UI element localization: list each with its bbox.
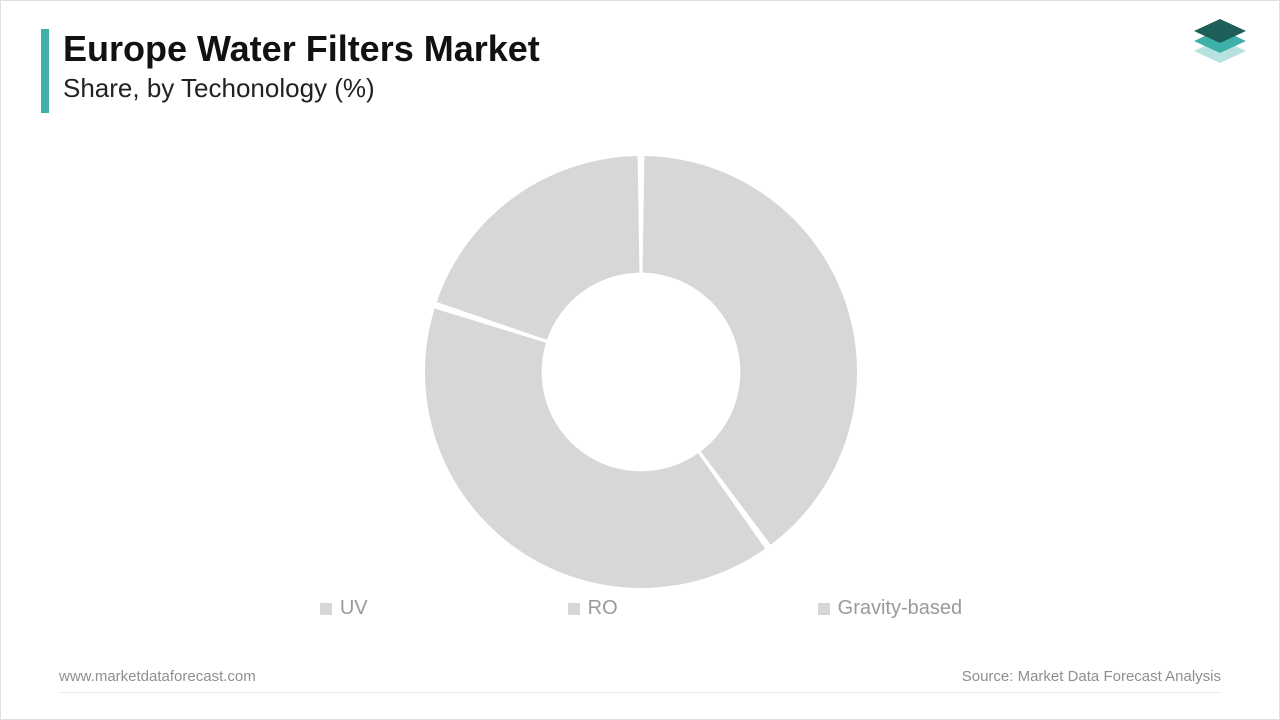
legend-swatch-icon [568, 603, 580, 615]
footer-rule [59, 692, 1221, 693]
title-accent-bar [41, 29, 49, 113]
title-block: Europe Water Filters Market Share, by Te… [63, 29, 540, 113]
brand-logo-icon [1185, 15, 1255, 82]
legend-item-ro: RO [568, 597, 618, 620]
footer-website: www.marketdataforecast.com [59, 668, 256, 685]
page-subtitle: Share, by Techonology (%) [63, 73, 540, 104]
legend-item-uv: UV [320, 597, 368, 620]
legend-item-gravity: Gravity-based [818, 597, 963, 620]
donut-chart [1, 156, 1280, 588]
legend-label: RO [588, 597, 618, 620]
chart-legend: UV RO Gravity-based [1, 597, 1280, 620]
legend-swatch-icon [320, 603, 332, 615]
legend-swatch-icon [818, 603, 830, 615]
page-root: Europe Water Filters Market Share, by Te… [0, 0, 1280, 720]
footer-source: Source: Market Data Forecast Analysis [962, 668, 1221, 685]
legend-label: Gravity-based [838, 597, 963, 620]
donut-slice-gravity-based [437, 156, 640, 340]
legend-label: UV [340, 597, 368, 620]
page-title: Europe Water Filters Market [63, 29, 540, 69]
page-header: Europe Water Filters Market Share, by Te… [41, 29, 540, 113]
